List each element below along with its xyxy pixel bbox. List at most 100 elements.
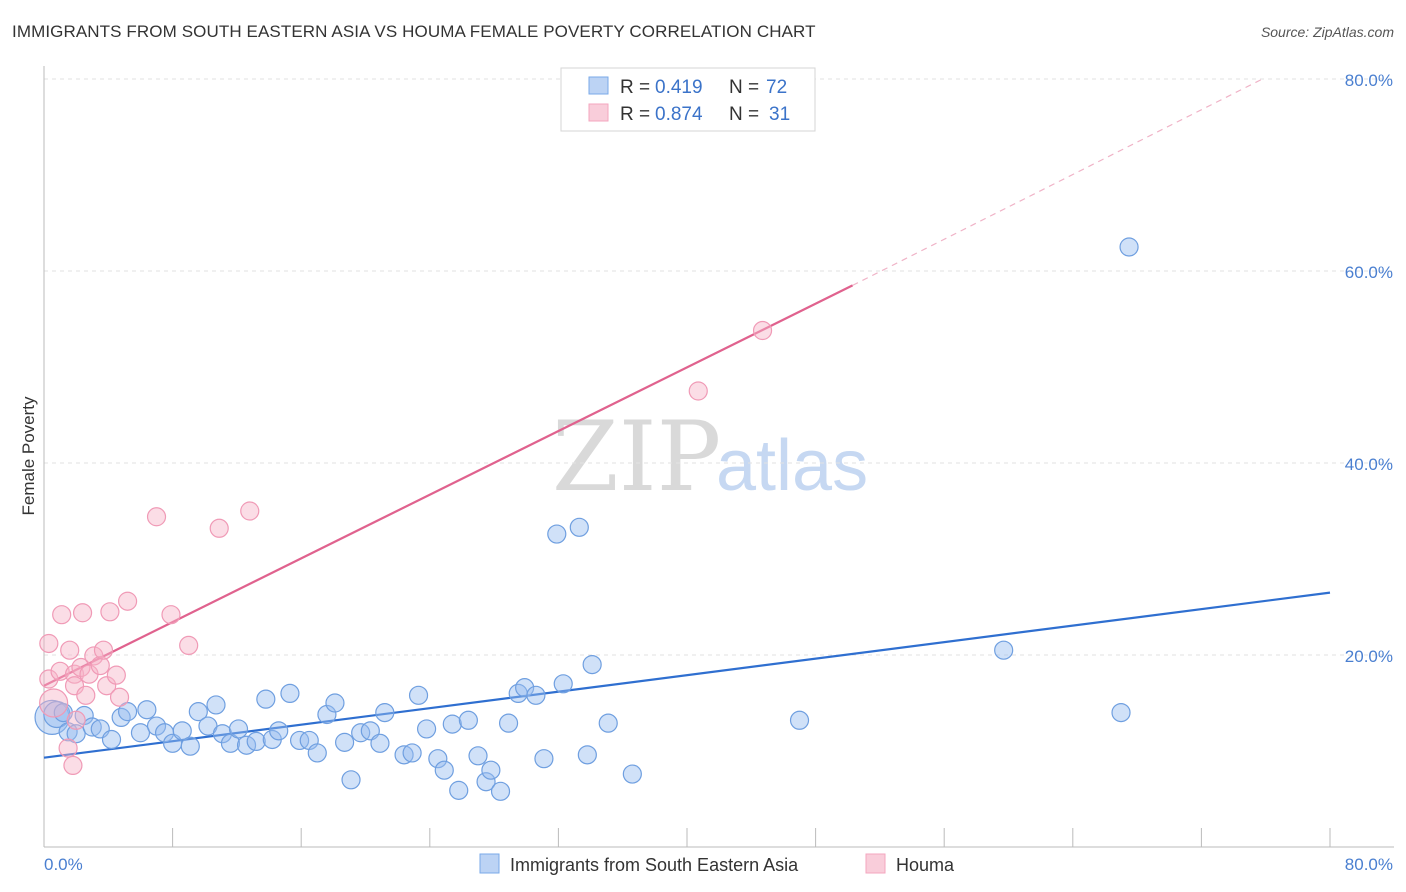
data-point-immigrants <box>1111 702 1131 723</box>
data-point-immigrants <box>481 760 501 780</box>
watermark-atlas: atlas <box>716 426 868 506</box>
data-point-immigrants <box>117 702 138 722</box>
data-point-immigrants <box>449 780 469 800</box>
data-point-immigrants <box>180 736 200 756</box>
data-point-immigrants <box>1119 237 1139 257</box>
data-point-immigrants <box>256 689 276 709</box>
trend-line-houma-extension <box>852 78 1263 286</box>
data-point-houma <box>66 710 86 730</box>
data-point-immigrants <box>577 745 597 765</box>
data-point-immigrants <box>622 764 642 784</box>
data-point-immigrants <box>428 749 448 769</box>
data-point-immigrants <box>498 713 519 733</box>
legend-n-value-1: 72 <box>766 77 787 98</box>
data-point-houma <box>688 381 708 401</box>
data-point-immigrants <box>269 721 289 741</box>
data-point-houma <box>97 676 117 696</box>
data-point-houma <box>240 501 260 521</box>
data-point-immigrants <box>375 702 395 723</box>
series-houma-points <box>39 320 773 776</box>
data-point-immigrants <box>280 683 300 704</box>
y-tick-label-80: 80.0% <box>1345 71 1393 90</box>
legend-r-label-1: R = <box>620 77 650 98</box>
series-immigrants-points <box>34 237 1139 801</box>
legend-r-value-2: 0.874 <box>655 104 703 125</box>
data-point-houma <box>60 640 80 660</box>
correlation-legend: R = 0.419 N = 72 R = 0.874 N = 31 <box>560 67 816 132</box>
y-tick-labels: 20.0% 40.0% 60.0% 80.0% <box>1345 71 1393 666</box>
data-point-immigrants <box>246 731 266 752</box>
data-point-immigrants <box>351 723 371 743</box>
data-point-immigrants <box>188 702 208 722</box>
data-point-immigrants <box>317 704 337 725</box>
data-point-immigrants <box>468 746 488 766</box>
data-point-houma <box>58 738 78 758</box>
data-point-immigrants <box>146 716 167 736</box>
data-point-houma <box>90 655 110 676</box>
y-tick-label-40: 40.0% <box>1345 455 1393 474</box>
series-legend: Immigrants from South Eastern Asia Houma <box>479 853 955 875</box>
x-axis-ticks <box>43 828 1331 847</box>
data-point-houma <box>209 518 229 538</box>
data-point-immigrants <box>58 722 78 742</box>
data-point-immigrants <box>490 781 511 801</box>
data-point-immigrants <box>598 713 618 733</box>
data-point-immigrants <box>228 719 249 739</box>
data-point-immigrants <box>394 745 414 765</box>
trend-line-immigrants <box>43 591 1331 759</box>
data-point-immigrants <box>526 685 546 705</box>
data-point-immigrants <box>434 760 454 780</box>
data-point-houma <box>84 646 104 666</box>
y-axis-label: Female Poverty <box>19 396 38 516</box>
data-point-immigrants <box>582 654 602 675</box>
x-tick-max: 80.0% <box>1345 855 1393 874</box>
data-point-houma <box>100 602 120 622</box>
data-point-immigrants <box>534 749 554 769</box>
legend-swatch-blue <box>588 76 609 95</box>
data-point-immigrants <box>569 517 589 537</box>
y-tick-label-20: 20.0% <box>1345 647 1393 666</box>
data-point-houma <box>179 635 199 656</box>
data-point-immigrants <box>370 733 390 753</box>
data-point-immigrants <box>547 524 567 544</box>
data-point-houma <box>106 665 126 685</box>
source-label: Source: ZipAtlas.com <box>1260 24 1394 40</box>
data-point-immigrants <box>341 770 361 790</box>
data-point-immigrants <box>335 732 355 752</box>
data-point-houma <box>93 640 114 660</box>
series-legend-label-blue: Immigrants from South Eastern Asia <box>510 855 799 875</box>
data-point-houma <box>109 687 130 707</box>
chart-title: IMMIGRANTS FROM SOUTH EASTERN ASIA VS HO… <box>12 22 816 41</box>
data-point-houma <box>50 661 70 681</box>
data-point-immigrants <box>402 743 422 763</box>
gridlines <box>44 78 1394 656</box>
data-point-houma <box>117 591 138 611</box>
data-point-houma <box>752 320 773 341</box>
legend-n-value-2: 31 <box>769 104 790 125</box>
data-point-immigrants <box>442 714 462 734</box>
data-point-immigrants <box>994 640 1014 660</box>
data-point-houma <box>39 633 59 654</box>
data-point-immigrants <box>408 685 429 705</box>
y-tick-label-60: 60.0% <box>1345 263 1393 282</box>
data-point-houma <box>63 755 83 776</box>
legend-n-label-2: N = <box>729 104 759 125</box>
data-point-immigrants <box>82 717 102 737</box>
data-point-immigrants <box>307 743 327 763</box>
data-point-immigrants <box>476 772 496 792</box>
data-point-immigrants <box>172 721 192 741</box>
watermark-zip: ZIP <box>552 401 721 513</box>
data-point-houma <box>72 603 93 623</box>
data-point-immigrants <box>416 719 437 739</box>
data-point-immigrants <box>206 695 226 715</box>
series-legend-label-pink: Houma <box>896 855 955 875</box>
data-point-immigrants <box>220 733 241 753</box>
legend-r-label-2: R = <box>620 104 650 125</box>
data-point-immigrants <box>101 729 122 750</box>
x-tick-min: 0.0% <box>44 855 83 874</box>
data-point-houma <box>76 685 96 705</box>
data-point-immigrants <box>130 723 151 743</box>
legend-r-value-1: 0.419 <box>655 77 703 98</box>
data-point-immigrants <box>458 710 478 730</box>
data-point-houma <box>52 605 72 625</box>
